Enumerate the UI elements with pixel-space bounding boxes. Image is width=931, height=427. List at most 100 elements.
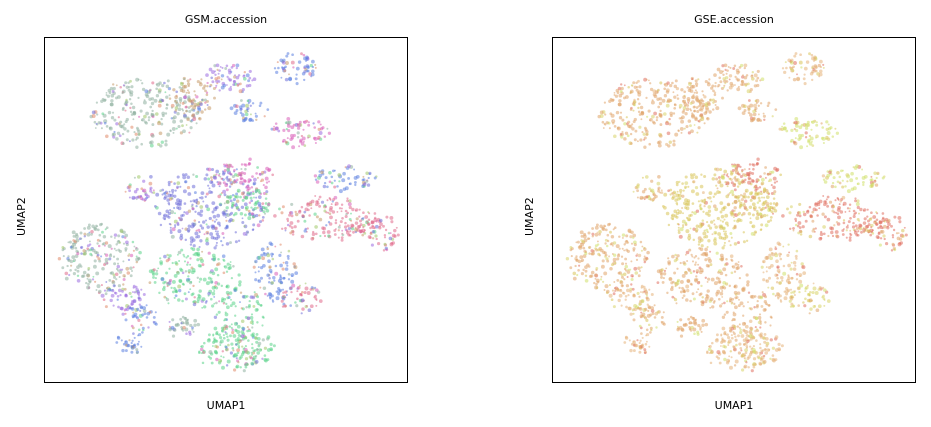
scatter-point xyxy=(112,83,115,86)
scatter-point xyxy=(256,176,259,179)
scatter-point xyxy=(168,94,171,97)
scatter-point xyxy=(173,296,176,299)
scatter-point xyxy=(800,66,803,69)
scatter-point xyxy=(207,184,210,187)
scatter-point xyxy=(771,357,776,362)
scatter-point xyxy=(732,312,737,317)
scatter-point xyxy=(137,78,140,81)
scatter-point xyxy=(175,127,178,130)
scatter-point xyxy=(209,232,214,236)
scatter-point xyxy=(137,328,141,332)
scatter-point xyxy=(333,185,337,189)
scatter-point xyxy=(722,230,725,233)
scatter-point xyxy=(679,126,684,131)
scatter-point xyxy=(129,90,134,94)
scatter-point xyxy=(774,294,777,297)
scatter-point xyxy=(240,205,245,210)
scatter-point xyxy=(291,145,296,150)
scatter-point xyxy=(341,229,344,232)
scatter-point xyxy=(200,345,204,348)
scatter-point xyxy=(713,73,717,77)
scatter-point xyxy=(312,122,315,125)
scatter-point xyxy=(849,229,852,232)
scatter-point xyxy=(891,236,895,239)
scatter-point xyxy=(710,220,714,224)
scatter-point xyxy=(260,304,263,307)
scatter-point xyxy=(223,164,227,168)
scatter-point xyxy=(685,216,689,220)
scatter-point xyxy=(651,197,655,201)
scatter-point xyxy=(246,191,250,195)
scatter-point xyxy=(818,236,823,241)
scatter-point xyxy=(163,196,167,200)
scatter-point xyxy=(575,255,578,258)
scatter-point xyxy=(199,347,204,352)
scatter-point xyxy=(764,295,768,299)
scatter-point xyxy=(819,65,823,69)
scatter-point xyxy=(215,357,219,362)
scatter-point xyxy=(898,220,902,224)
scatter-point xyxy=(314,66,317,69)
scatter-point xyxy=(190,205,194,208)
scatter-point xyxy=(261,216,265,219)
scatter-point xyxy=(174,323,178,327)
scatter-point xyxy=(183,260,187,263)
scatter-point xyxy=(741,111,746,115)
scatter-point xyxy=(124,294,128,298)
scatter-point xyxy=(580,239,584,242)
scatter-point xyxy=(796,211,800,215)
scatter-point xyxy=(204,89,207,93)
scatter-point xyxy=(833,224,836,227)
scatter-point xyxy=(609,112,613,116)
scatter-point xyxy=(266,108,270,111)
scatter-point xyxy=(125,98,128,102)
scatter-point xyxy=(617,271,621,275)
scatter-point xyxy=(704,80,708,84)
scatter-point xyxy=(103,263,106,267)
scatter-point xyxy=(684,271,688,275)
scatter-point xyxy=(181,271,185,275)
scatter-point xyxy=(314,178,318,181)
scatter-point xyxy=(168,254,172,258)
scatter-point xyxy=(353,180,357,184)
scatter-point xyxy=(783,70,787,75)
scatter-point xyxy=(712,108,715,111)
scatter-point xyxy=(873,179,877,183)
scatter-point xyxy=(764,351,769,355)
scatter-point xyxy=(159,100,163,104)
scatter-point xyxy=(358,208,361,211)
scatter-point xyxy=(712,219,716,222)
scatter-point xyxy=(792,290,796,294)
scatter-point xyxy=(772,185,776,190)
scatter-point xyxy=(223,265,226,268)
scatter-point xyxy=(701,323,705,327)
scatter-point xyxy=(643,351,647,355)
scatter-point xyxy=(284,261,289,265)
scatter-point xyxy=(882,234,886,238)
scatter-point xyxy=(239,108,243,111)
scatter-point xyxy=(596,240,599,243)
scatter-point xyxy=(181,282,185,286)
scatter-point xyxy=(707,224,711,228)
scatter-point xyxy=(266,247,270,251)
scatter-point xyxy=(117,116,120,119)
scatter-point xyxy=(792,65,795,69)
scatter-point xyxy=(751,71,754,74)
scatter-point xyxy=(745,337,748,340)
scatter-point xyxy=(765,255,770,260)
scatter-point xyxy=(160,122,164,126)
point-cluster xyxy=(781,52,825,86)
scatter-point xyxy=(119,86,122,89)
scatter-point xyxy=(733,364,737,367)
scatter-point xyxy=(730,271,734,275)
scatter-point xyxy=(723,218,726,221)
scatter-point xyxy=(741,75,745,79)
scatter-point xyxy=(834,127,837,130)
scatter-point xyxy=(633,240,637,245)
scatter-point xyxy=(177,229,182,234)
scatter-point xyxy=(789,205,793,209)
scatter-point xyxy=(827,234,830,238)
point-cluster xyxy=(124,304,158,334)
scatter-point xyxy=(605,121,609,125)
scatter-point xyxy=(860,230,863,234)
